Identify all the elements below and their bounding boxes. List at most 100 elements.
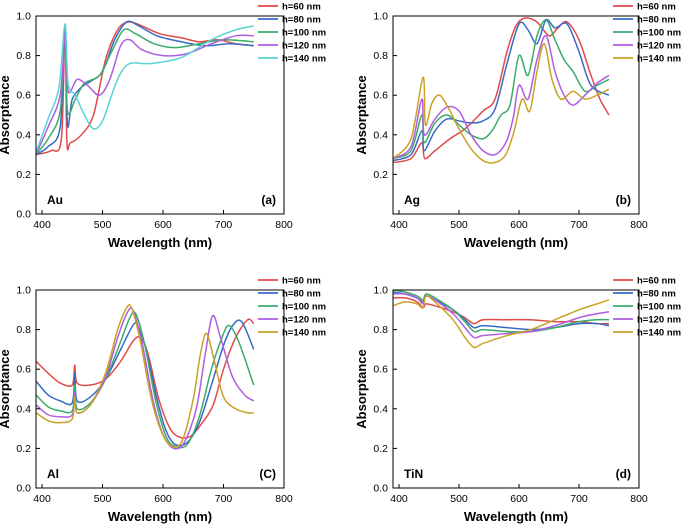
y-tick-label: 0.6 [16, 364, 31, 376]
y-tick-label: 0.4 [16, 403, 31, 415]
y-tick-label: 0.4 [373, 403, 388, 415]
legend-entry-label: h=120 nm [637, 41, 681, 52]
legend: h=60 nm h=80 nm h=100 nm h=120 nm h=140 nm [613, 2, 681, 65]
series-line-2 [393, 18, 610, 162]
x-tick-label: 400 [33, 219, 51, 231]
y-tick-label: 1.0 [16, 11, 31, 23]
y-tick-label: 0.6 [373, 90, 388, 102]
series-group [393, 17, 610, 164]
legend-entry-label: h=120 nm [637, 315, 681, 326]
y-axis-title: Absorptance [0, 349, 12, 428]
x-tick-label: 700 [215, 219, 233, 231]
x-axis-title: Wavelength (nm) [108, 235, 212, 250]
series-line-5 [393, 42, 610, 164]
y-tick-label: 0.0 [16, 209, 31, 221]
y-tick-label: 0.4 [373, 129, 388, 141]
legend: h=60 nm h=80 nm h=100 nm h=120 nm h=140 nm [258, 276, 326, 339]
panel-label: (C) [259, 467, 276, 481]
panel-label: (d) [616, 467, 631, 481]
material-label: Al [47, 467, 59, 481]
y-tick-label: 0.4 [16, 129, 31, 141]
legend-entry-label: h=100 nm [282, 28, 326, 39]
y-tick-label: 0.8 [373, 324, 388, 336]
series-group [393, 290, 610, 349]
legend-entry-label: h=120 nm [282, 41, 326, 52]
series-line-5 [393, 295, 610, 349]
y-tick-label: 1.0 [373, 285, 388, 297]
series-line-4 [393, 292, 610, 339]
chart-panel-4: 400 500 600 700 800 0.0 0.2 0.4 0.6 0.8 1.0 Wavelen… [354, 276, 681, 525]
legend-entry-label: h=140 nm [637, 328, 681, 339]
panel-label: (a) [261, 193, 276, 207]
y-tick-label: 0.2 [16, 443, 31, 455]
material-label: Au [47, 193, 63, 207]
x-tick-label: 800 [630, 219, 648, 231]
series-line-1 [393, 17, 610, 164]
x-tick-label: 700 [570, 493, 588, 505]
x-tick-label: 700 [570, 219, 588, 231]
series-line-4 [393, 35, 610, 160]
legend-entry-label: h=80 nm [282, 289, 321, 300]
y-tick-label: 0.0 [16, 483, 31, 495]
y-tick-label: 1.0 [16, 285, 31, 297]
y-tick-label: 0.8 [16, 324, 31, 336]
y-axis-title: Absorptance [354, 75, 369, 154]
legend: h=60 nm h=80 nm h=100 nm h=120 nm h=140 nm [613, 276, 681, 339]
chart-panel-1: 400 500 600 700 800 0.0 0.2 0.4 0.6 0.8 1.0 Wavelen… [0, 2, 326, 251]
y-tick-label: 0.6 [373, 364, 388, 376]
x-tick-label: 600 [510, 493, 528, 505]
legend-entry-label: h=60 nm [637, 276, 676, 287]
series-line-3 [393, 290, 610, 333]
x-axis-title: Wavelength (nm) [108, 509, 212, 524]
x-tick-label: 800 [630, 493, 648, 505]
x-axis-title: Wavelength (nm) [464, 235, 568, 250]
y-tick-label: 0.0 [373, 483, 388, 495]
legend-entry-label: h=140 nm [282, 328, 326, 339]
x-tick-label: 800 [275, 219, 293, 231]
y-tick-label: 1.0 [373, 11, 388, 23]
plot-frame [392, 289, 640, 489]
legend-entry-label: h=60 nm [637, 2, 676, 13]
series-line-5 [36, 23, 254, 153]
x-tick-label: 600 [510, 219, 528, 231]
legend-entry-label: h=80 nm [637, 15, 676, 26]
series-group [36, 303, 255, 450]
legend: h=60 nm h=80 nm h=100 nm h=120 nm h=140 nm [258, 2, 326, 65]
x-tick-label: 700 [215, 493, 233, 505]
y-tick-label: 0.2 [373, 443, 388, 455]
legend-entry-label: h=140 nm [282, 54, 326, 65]
series-group [36, 20, 254, 156]
x-tick-label: 500 [450, 493, 468, 505]
x-tick-label: 400 [33, 493, 51, 505]
material-label: TiN [404, 467, 423, 481]
series-line-5 [36, 303, 254, 448]
plot-frame [35, 15, 285, 215]
x-tick-label: 500 [94, 493, 112, 505]
series-line-4 [36, 34, 254, 155]
legend-entry-label: h=100 nm [637, 302, 681, 313]
y-tick-label: 0.2 [16, 169, 31, 181]
x-tick-label: 400 [390, 219, 408, 231]
x-tick-label: 500 [450, 219, 468, 231]
plot-frame [35, 289, 285, 489]
legend-entry-label: h=100 nm [282, 302, 326, 313]
plot-frame [392, 15, 640, 215]
material-label: Ag [404, 193, 420, 207]
panel-label: (b) [616, 193, 631, 207]
y-tick-label: 0.8 [16, 50, 31, 62]
x-tick-label: 600 [154, 219, 172, 231]
y-tick-label: 0.6 [16, 90, 31, 102]
y-axis-title: Absorptance [0, 75, 12, 154]
legend-entry-label: h=60 nm [282, 276, 321, 287]
x-tick-label: 600 [154, 493, 172, 505]
legend-entry-label: h=140 nm [637, 54, 681, 65]
legend-entry-label: h=120 nm [282, 315, 326, 326]
x-axis-title: Wavelength (nm) [464, 509, 568, 524]
legend-entry-label: h=60 nm [282, 2, 321, 13]
x-tick-label: 400 [390, 493, 408, 505]
y-tick-label: 0.8 [373, 50, 388, 62]
legend-entry-label: h=80 nm [282, 15, 321, 26]
y-tick-label: 0.2 [373, 169, 388, 181]
x-tick-label: 800 [275, 493, 293, 505]
